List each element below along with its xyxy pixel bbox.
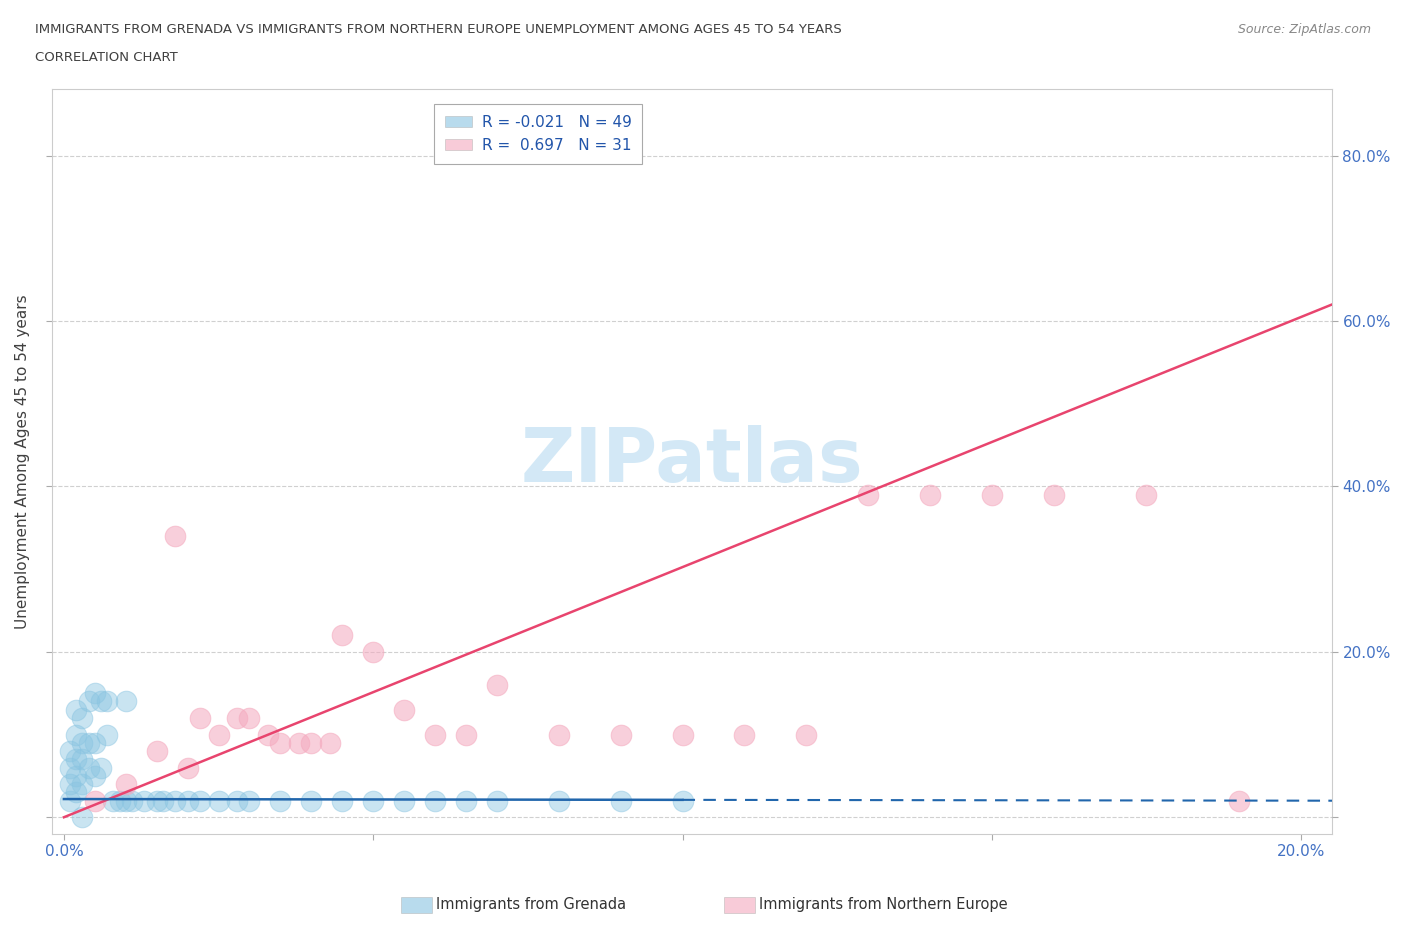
Point [330,793,353,808]
Point [65,768,87,783]
Point [207,793,229,808]
Text: Immigrants from Grenada: Immigrants from Grenada [436,897,626,912]
Point [65,785,87,800]
Point [609,793,631,808]
Point [207,727,229,742]
Point [330,628,353,643]
Point [96,727,118,742]
Point [392,793,415,808]
Point [454,793,477,808]
Point [121,793,143,808]
Point [114,694,136,709]
Point [671,793,693,808]
Point [65,702,87,717]
Point [671,727,693,742]
Point [547,793,569,808]
Point [269,736,291,751]
Point [238,793,260,808]
Point [59,793,82,808]
Point [103,793,125,808]
Point [176,793,198,808]
Point [145,744,167,759]
Text: Immigrants from Northern Europe: Immigrants from Northern Europe [759,897,1008,912]
Point [188,711,211,725]
Point [83,768,105,783]
Y-axis label: Unemployment Among Ages 45 to 54 years: Unemployment Among Ages 45 to 54 years [15,294,30,629]
Point [454,727,477,742]
Point [72,751,94,766]
Point [165,793,187,808]
Point [65,727,87,742]
Point [188,793,211,808]
Point [134,793,156,808]
Point [114,777,136,791]
Point [83,793,105,808]
Text: CORRELATION CHART: CORRELATION CHART [35,51,179,64]
Point [1135,487,1157,502]
Point [65,751,87,766]
Point [152,793,174,808]
Point [226,793,249,808]
Text: ZIPatlas: ZIPatlas [520,425,863,498]
Point [361,793,384,808]
Point [77,736,100,751]
Point [83,685,105,700]
Point [288,736,311,751]
Point [108,793,131,808]
Point [299,736,322,751]
Point [423,793,446,808]
Point [72,736,94,751]
Point [90,760,112,775]
Point [90,694,112,709]
Point [319,736,342,751]
Point [114,793,136,808]
Point [1042,487,1064,502]
Point [918,487,941,502]
Point [59,760,82,775]
Point [59,777,82,791]
Point [856,487,879,502]
Point [269,793,291,808]
Point [361,644,384,659]
Point [794,727,817,742]
Point [1227,793,1250,808]
Point [77,694,100,709]
Point [980,487,1002,502]
Point [72,777,94,791]
Point [96,694,118,709]
Legend: R = -0.021   N = 49, R =  0.697   N = 31: R = -0.021 N = 49, R = 0.697 N = 31 [434,104,643,164]
Text: IMMIGRANTS FROM GRENADA VS IMMIGRANTS FROM NORTHERN EUROPE UNEMPLOYMENT AMONG AG: IMMIGRANTS FROM GRENADA VS IMMIGRANTS FR… [35,23,842,36]
Point [257,727,280,742]
Point [145,793,167,808]
Point [72,810,94,825]
Point [83,736,105,751]
Point [485,677,508,692]
Point [165,528,187,543]
Point [609,727,631,742]
Point [547,727,569,742]
Point [299,793,322,808]
Point [733,727,755,742]
Point [59,744,82,759]
Point [226,711,249,725]
Point [176,760,198,775]
Point [72,711,94,725]
Point [392,702,415,717]
Text: Source: ZipAtlas.com: Source: ZipAtlas.com [1237,23,1371,36]
Point [77,760,100,775]
Point [238,711,260,725]
Point [423,727,446,742]
Point [485,793,508,808]
